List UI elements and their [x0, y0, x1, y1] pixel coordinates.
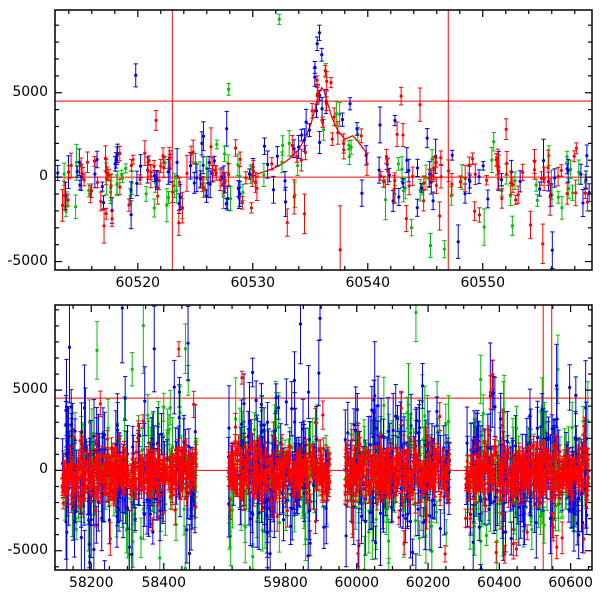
lightcurve-canvas — [0, 0, 600, 600]
lightcurve-figure: 60520 60530 60540 60550 -5000 0 5000 58200 58400… — [0, 0, 600, 600]
